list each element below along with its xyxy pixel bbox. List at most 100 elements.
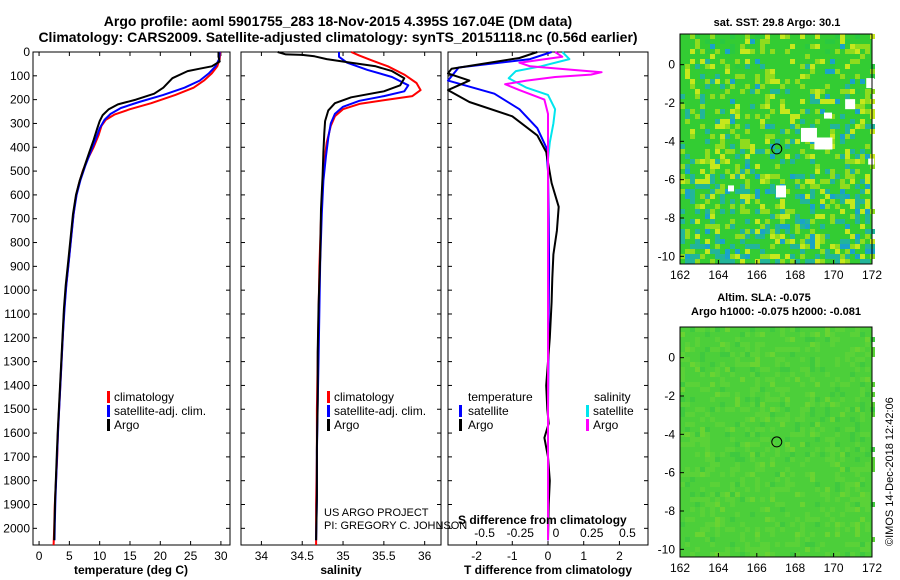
map-cell xyxy=(725,249,730,254)
map-cell xyxy=(710,457,715,462)
map-cell xyxy=(850,199,855,204)
map-cell xyxy=(860,154,865,159)
map-cell xyxy=(760,64,765,69)
map-cell xyxy=(710,159,715,164)
map-cell xyxy=(780,179,785,184)
map-cell xyxy=(845,452,850,457)
map-cell xyxy=(785,347,790,352)
map-cell xyxy=(790,542,795,547)
map-cell xyxy=(700,109,705,114)
map-cell xyxy=(830,437,835,442)
map-cell xyxy=(790,174,795,179)
map-cell xyxy=(695,184,700,189)
map-cell xyxy=(705,412,710,417)
map-cell xyxy=(735,337,740,342)
map-cell xyxy=(755,149,760,154)
map-cell xyxy=(860,239,865,244)
map-cell xyxy=(745,362,750,367)
map-cell xyxy=(690,34,695,39)
map-cell xyxy=(800,119,805,124)
map-cell xyxy=(830,64,835,69)
map-cell xyxy=(805,442,810,447)
map-cell xyxy=(750,432,755,437)
map-cell xyxy=(810,477,815,482)
map-cell xyxy=(850,482,855,487)
map-cell xyxy=(710,372,715,377)
depth-tick-label: 1500 xyxy=(3,402,30,416)
map-cell xyxy=(855,204,860,209)
map-cell xyxy=(835,402,840,407)
map-cell xyxy=(730,407,735,412)
map-cell xyxy=(765,189,770,194)
map-cell xyxy=(705,129,710,134)
map-cell xyxy=(810,144,815,149)
map-cell xyxy=(830,99,835,104)
map-cell xyxy=(805,542,810,547)
map-cell xyxy=(745,487,750,492)
map-cell xyxy=(685,542,690,547)
map-cell xyxy=(850,89,855,94)
map-cell xyxy=(780,472,785,477)
map-cell xyxy=(705,59,710,64)
map-cell xyxy=(855,447,860,452)
map-cell xyxy=(790,327,795,332)
map-cell xyxy=(770,397,775,402)
map-cell xyxy=(845,39,850,44)
series-s-argo xyxy=(504,51,603,541)
map-cell xyxy=(710,34,715,39)
map-cell xyxy=(695,342,700,347)
map-cell xyxy=(845,427,850,432)
map-cell xyxy=(800,239,805,244)
map-cell xyxy=(775,542,780,547)
map-cell xyxy=(685,229,690,234)
map-x-tick-label: 164 xyxy=(708,561,728,575)
temperature-xlabel: temperature (deg C) xyxy=(74,563,188,577)
map-y-tick-label: -4 xyxy=(664,427,675,441)
map-cell xyxy=(710,189,715,194)
map-cell xyxy=(835,387,840,392)
map-cell xyxy=(850,497,855,502)
map-cell xyxy=(845,194,850,199)
map-cell xyxy=(740,169,745,174)
map-cell xyxy=(810,342,815,347)
map-cell xyxy=(865,199,870,204)
difference-legend: temperature salinity satellite Argo sate… xyxy=(458,390,634,527)
map-cell xyxy=(850,377,855,382)
map-cell xyxy=(770,49,775,54)
map-cell xyxy=(735,109,740,114)
map-cell xyxy=(830,69,835,74)
map-cell xyxy=(855,209,860,214)
map-cell xyxy=(710,219,715,224)
map-cell xyxy=(855,442,860,447)
map-cell xyxy=(855,184,860,189)
map-cell xyxy=(725,392,730,397)
map-cell xyxy=(790,447,795,452)
map-cell xyxy=(840,209,845,214)
map-cell xyxy=(800,184,805,189)
map-cell xyxy=(710,522,715,527)
map-cell xyxy=(715,517,720,522)
map-cell xyxy=(775,387,780,392)
map-cell xyxy=(835,552,840,557)
map-cell xyxy=(705,457,710,462)
map-cell xyxy=(860,79,865,84)
map-cell xyxy=(755,342,760,347)
series-t-argo xyxy=(447,51,560,541)
map-cell xyxy=(710,347,715,352)
map-cell xyxy=(810,184,815,189)
map-cell xyxy=(685,259,690,264)
map-cell xyxy=(745,49,750,54)
map-cell xyxy=(785,79,790,84)
map-cell xyxy=(865,109,870,114)
map-cell xyxy=(730,49,735,54)
map-cell xyxy=(745,254,750,259)
map-cell xyxy=(700,159,705,164)
map-cell xyxy=(745,229,750,234)
map-cell xyxy=(865,229,870,234)
map-cell xyxy=(705,84,710,89)
map-cell xyxy=(725,492,730,497)
map-cell xyxy=(750,417,755,422)
map-cell xyxy=(690,492,695,497)
map-cell xyxy=(790,209,795,214)
temperature-legend: climatology satellite-adj. clim. Argo xyxy=(107,390,206,432)
